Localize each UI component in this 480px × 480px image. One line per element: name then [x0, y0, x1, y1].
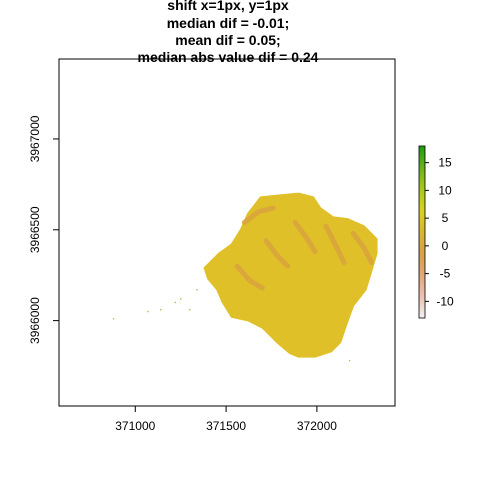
- legend-tick-label: 5: [442, 211, 449, 225]
- y-tick-label: 3967000: [28, 115, 42, 162]
- ridge-band: [234, 263, 265, 291]
- x-tick-label: 372000: [297, 419, 337, 433]
- plot-frame: [58, 58, 396, 407]
- ridge-band: [323, 223, 347, 265]
- ridge-band: [241, 205, 276, 225]
- chart-title: shift x=1px, y=1px median dif = -0.01; m…: [138, 0, 319, 65]
- ridge-band: [263, 238, 291, 269]
- legend-tick-label: -5: [440, 267, 451, 281]
- difference-region: [203, 192, 378, 358]
- title-line-2: median dif = -0.01;: [167, 15, 290, 31]
- y-tick-label: 3966500: [28, 206, 42, 253]
- title-line-1: shift x=1px, y=1px: [167, 0, 289, 13]
- isolated-pixel: [147, 310, 149, 313]
- heatmap-layer: [112, 192, 378, 362]
- isolated-pixel: [174, 301, 176, 304]
- title-line-4: median abs value dif = 0.24: [138, 49, 319, 65]
- isolated-pixel: [160, 309, 162, 311]
- isolated-pixel: [189, 309, 191, 311]
- legend-tick-label: 10: [438, 183, 452, 197]
- isolated-pixel: [112, 318, 115, 320]
- legend-tick-label: 0: [442, 239, 449, 253]
- isolated-pixel: [348, 359, 351, 362]
- x-tick-label: 371500: [206, 419, 246, 433]
- ridge-band: [350, 230, 374, 265]
- color-legend: 15 10 5 0 -5 -10: [418, 145, 454, 319]
- x-axis: 371000 371500 372000: [115, 406, 337, 433]
- legend-tick-label: -10: [436, 294, 454, 308]
- legend-colorbar: [418, 145, 426, 319]
- y-tick-label: 3966000: [28, 297, 42, 344]
- y-axis: 3966000 3966500 3967000: [28, 115, 59, 344]
- ridge-band: [292, 220, 318, 255]
- isolated-pixel: [180, 298, 182, 300]
- isolated-pixel: [196, 289, 198, 291]
- title-line-3: mean dif = 0.05;: [175, 32, 280, 48]
- x-tick-label: 371000: [115, 419, 155, 433]
- legend-tick-label: 15: [438, 156, 452, 170]
